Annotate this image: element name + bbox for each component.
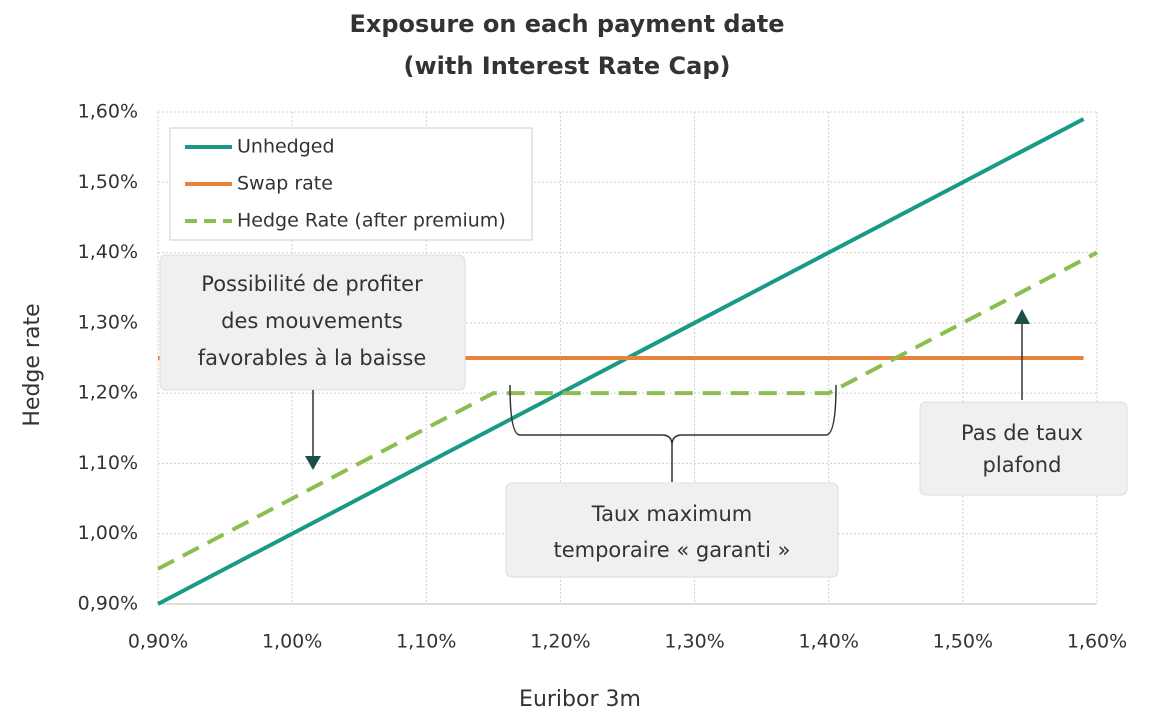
- y-tick-label: 1,60%: [78, 101, 138, 123]
- chart-title: (with Interest Rate Cap): [403, 52, 730, 80]
- arrowhead: [305, 456, 321, 470]
- annotation: favorables à la baisse: [198, 346, 427, 370]
- annotation: Taux maximum: [591, 502, 752, 526]
- chart-title: Exposure on each payment date: [349, 10, 784, 38]
- y-tick-label: 1,40%: [78, 241, 138, 263]
- x-tick-label: 1,10%: [396, 631, 456, 653]
- x-tick-label: 1,60%: [1067, 631, 1127, 653]
- y-axis-label: Hedge rate: [20, 303, 45, 426]
- y-tick-label: 1,20%: [78, 382, 138, 404]
- annotation-box: [919, 401, 1128, 496]
- x-tick-label: 1,20%: [530, 631, 590, 653]
- y-tick-label: 1,10%: [78, 452, 138, 474]
- legend-entries: Unhedged Swap rate Hedge Rate (after premi…: [185, 136, 506, 232]
- x-tick-label: 1,40%: [799, 631, 859, 653]
- y-tick-label: 0,90%: [78, 593, 138, 615]
- series-line: [157, 250, 1098, 571]
- annotation: temporaire « garanti »: [553, 538, 790, 562]
- arrowhead: [1014, 309, 1030, 324]
- x-tick-label: 1,00%: [262, 631, 322, 653]
- annotation-box: [505, 482, 839, 578]
- x-tick-label: 1,30%: [664, 631, 724, 653]
- y-tick-label: 1,30%: [78, 311, 138, 333]
- legend-label: Unhedged: [237, 136, 335, 158]
- annotation: Pas de taux: [961, 421, 1083, 445]
- annotation: Possibilité de profiter: [201, 272, 423, 296]
- y-tick-label: 1,00%: [78, 522, 138, 544]
- legend-label: Hedge Rate (after premium): [237, 210, 506, 232]
- annotation: plafond: [983, 453, 1062, 477]
- series-line: [157, 117, 1085, 606]
- x-tick-label: 1,50%: [933, 631, 993, 653]
- annotation: des mouvements: [221, 309, 403, 333]
- legend-label: Swap rate: [237, 173, 333, 195]
- x-tick-label: 0,90%: [128, 631, 188, 653]
- y-tick-label: 1,50%: [78, 171, 138, 193]
- x-axis-label: Euribor 3m: [519, 687, 641, 712]
- brace: [509, 384, 837, 482]
